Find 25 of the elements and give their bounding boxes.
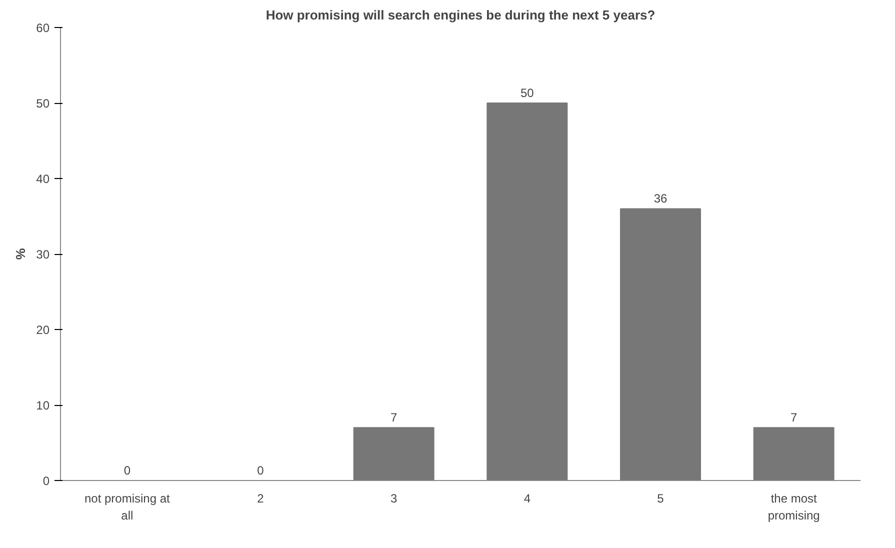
data-label: 0 (257, 464, 264, 478)
data-label: 7 (790, 410, 798, 425)
x-tick-label: 5 (657, 492, 664, 506)
chart-title: How promising will search engines be during the next 5 years? (266, 8, 656, 22)
x-tick-label: 4 (524, 492, 531, 506)
y-tick-label: 40 (36, 172, 50, 186)
x-tick-label: not promising at all (84, 492, 171, 522)
y-tick-label: 30 (36, 248, 50, 262)
y-tick-label: 50 (36, 96, 50, 110)
x-tick-label: 3 (390, 492, 398, 506)
bar (486, 102, 568, 480)
bar (620, 208, 701, 480)
data-label: 7 (390, 410, 398, 425)
data-label: 36 (654, 192, 668, 206)
y-tick-label: 0 (42, 474, 50, 488)
y-tick-label: 10 (36, 398, 50, 412)
data-label: 0 (124, 464, 131, 478)
bar (753, 427, 834, 480)
y-tick-label: 20 (36, 323, 50, 337)
data-label: 50 (520, 86, 534, 100)
y-tick-label: 60 (36, 21, 50, 35)
y-axis-title: % (13, 248, 28, 260)
x-tick-label: the most promising (768, 492, 820, 522)
x-tick-label: 2 (257, 492, 264, 506)
bar (353, 427, 434, 480)
